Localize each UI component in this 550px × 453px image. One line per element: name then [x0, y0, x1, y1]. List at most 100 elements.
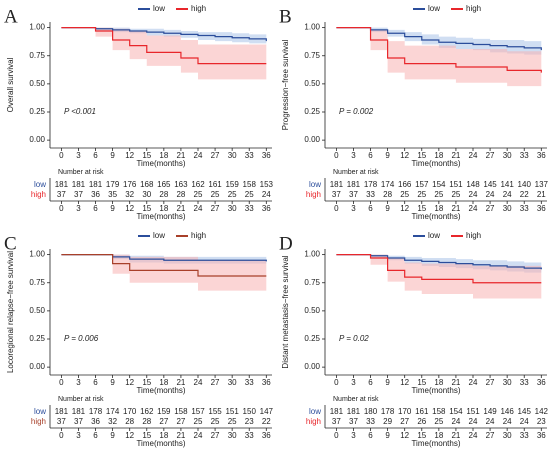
survival-curve — [61, 254, 267, 277]
legend-label: high — [191, 231, 206, 240]
risk-count: 137 — [535, 180, 549, 189]
risk-count: 146 — [500, 407, 514, 416]
risk-x-tick-label: 6 — [93, 204, 98, 213]
risk-x-tick-label: 33 — [245, 204, 254, 213]
y-tick-label: 0.75 — [29, 278, 45, 287]
x-tick-label: 36 — [537, 151, 546, 160]
risk-x-tick-label: 27 — [486, 204, 495, 213]
x-tick-label: 24 — [194, 378, 203, 387]
survival-curve — [336, 254, 542, 270]
risk-count: 158 — [432, 407, 446, 416]
risk-title: Number at risk — [333, 396, 379, 403]
risk-count: 140 — [518, 180, 532, 189]
risk-count: 25 — [434, 417, 443, 426]
x-tick-label: 21 — [451, 378, 460, 387]
x-tick-label: 24 — [469, 151, 478, 160]
survival-curve — [336, 254, 542, 284]
risk-count: 163 — [174, 180, 188, 189]
risk-count: 170 — [398, 407, 412, 416]
x-tick-label: 18 — [434, 151, 443, 160]
x-tick-label: 0 — [334, 378, 339, 387]
risk-count: 37 — [332, 417, 341, 426]
x-tick-label: 3 — [351, 378, 356, 387]
risk-title: Number at risk — [58, 169, 104, 176]
x-tick-label: 33 — [520, 378, 529, 387]
risk-count: 155 — [208, 407, 222, 416]
risk-row-label: low — [309, 180, 321, 189]
risk-x-tick-label: 12 — [125, 431, 134, 440]
risk-x-tick-label: 21 — [451, 431, 460, 440]
survival-curve — [61, 27, 267, 65]
x-tick-label: 0 — [59, 378, 64, 387]
x-tick-label: 15 — [417, 151, 426, 160]
x-tick-label: 21 — [176, 378, 185, 387]
risk-count: 161 — [208, 180, 222, 189]
risk-row-label: low — [34, 407, 46, 416]
risk-count: 25 — [245, 190, 254, 199]
x-axis-label: Time(months) — [136, 159, 185, 168]
risk-count: 170 — [123, 407, 137, 416]
x-tick-label: 36 — [262, 378, 271, 387]
risk-count: 33 — [366, 190, 375, 199]
x-axis-label: Time(months) — [411, 386, 460, 395]
risk-x-tick-label: 24 — [469, 204, 478, 213]
x-tick-label: 12 — [400, 378, 409, 387]
risk-count: 179 — [106, 180, 120, 189]
x-tick-label: 3 — [351, 151, 356, 160]
risk-x-tick-label: 3 — [351, 204, 356, 213]
y-tick-label: 1.00 — [304, 250, 320, 259]
x-tick-label: 24 — [194, 151, 203, 160]
risk-count: 22 — [520, 190, 529, 199]
risk-count: 35 — [108, 190, 117, 199]
p-value: P = 0.002 — [339, 107, 374, 116]
risk-x-tick-label: 15 — [142, 431, 151, 440]
risk-x-tick-label: 0 — [334, 431, 339, 440]
risk-count: 154 — [432, 180, 446, 189]
risk-count: 25 — [451, 190, 460, 199]
risk-count: 28 — [383, 190, 392, 199]
x-tick-label: 9 — [385, 151, 390, 160]
risk-count: 159 — [225, 180, 239, 189]
risk-count: 181 — [347, 180, 361, 189]
risk-count: 24 — [469, 417, 478, 426]
risk-row-label: high — [306, 417, 321, 426]
x-tick-label: 30 — [228, 151, 237, 160]
risk-x-tick-label: 3 — [76, 204, 81, 213]
risk-count: 23 — [245, 417, 254, 426]
risk-count: 141 — [500, 180, 514, 189]
risk-count: 181 — [72, 180, 86, 189]
risk-count: 25 — [194, 417, 203, 426]
risk-x-axis-label: Time(months) — [411, 439, 460, 448]
x-tick-label: 18 — [159, 151, 168, 160]
risk-count: 37 — [349, 417, 358, 426]
risk-count: 159 — [157, 407, 171, 416]
x-tick-label: 30 — [503, 151, 512, 160]
risk-x-tick-label: 15 — [417, 204, 426, 213]
risk-count: 181 — [55, 407, 69, 416]
risk-count: 32 — [125, 190, 134, 199]
panel-label: D — [279, 233, 293, 254]
risk-count: 37 — [74, 417, 83, 426]
risk-x-tick-label: 30 — [228, 204, 237, 213]
y-axis-label: Distant metastasis−free survival — [281, 255, 290, 368]
risk-count: 158 — [174, 407, 188, 416]
x-tick-label: 9 — [385, 378, 390, 387]
y-tick-label: 0.00 — [29, 135, 45, 144]
risk-x-tick-label: 33 — [520, 204, 529, 213]
panel-label: B — [279, 6, 292, 27]
legend-label: low — [428, 231, 440, 240]
y-tick-label: 0.00 — [304, 135, 320, 144]
x-tick-label: 15 — [417, 378, 426, 387]
risk-x-tick-label: 27 — [211, 431, 220, 440]
y-tick-label: 1.00 — [304, 23, 320, 32]
risk-title: Number at risk — [58, 396, 104, 403]
risk-x-tick-label: 36 — [262, 431, 271, 440]
x-tick-label: 30 — [228, 378, 237, 387]
y-tick-label: 0.50 — [304, 306, 320, 315]
risk-x-tick-label: 9 — [385, 204, 390, 213]
y-tick-label: 1.00 — [29, 250, 45, 259]
x-tick-label: 6 — [368, 151, 373, 160]
risk-count: 181 — [55, 180, 69, 189]
risk-count: 24 — [486, 190, 495, 199]
